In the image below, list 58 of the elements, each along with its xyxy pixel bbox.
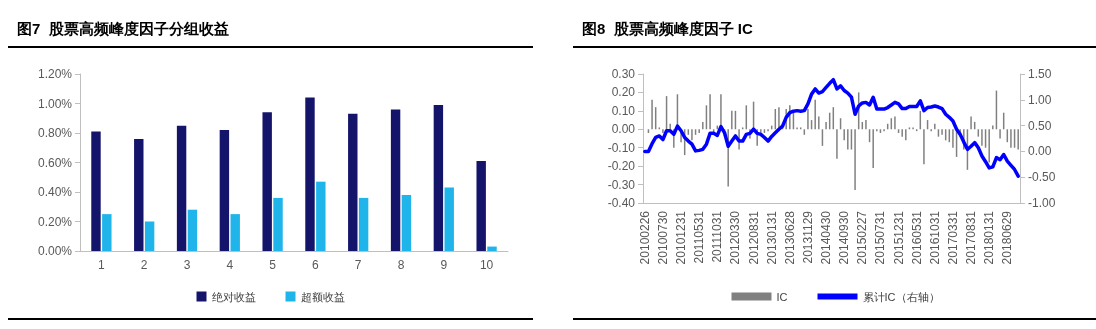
x-tick-label: 20120330 [728,210,743,265]
x-tick-label: 10 [479,258,494,272]
y-tick-label: 0.10 [611,103,636,118]
y-tick-label: 0.20 [611,85,636,100]
x-tick-label: 20151231 [891,210,906,265]
x-tick-label: 1 [98,258,106,272]
y-tick-label: 1.20% [37,67,73,81]
x-tick-label: 20120831 [746,210,761,265]
x-tick-label: 7 [354,258,362,272]
y2-tick-label: -1.00 [1028,196,1056,210]
y2-tick-label: 0.00 [1028,144,1052,159]
x-tick-label: 3 [183,258,191,272]
y-tick-label: -0.40 [607,196,636,210]
x-tick-label: 5 [269,258,277,272]
x-tick-label: 20131129 [800,210,815,264]
x-tick-label: 20140930 [837,210,852,265]
y2-tick-label: 1.00 [1028,92,1052,107]
y2-tick-label: -0.50 [1028,170,1056,185]
x-tick-label: 20100226 [637,210,652,265]
x-tick-label: 4 [226,258,234,272]
x-tick-label: 20110531 [692,210,707,264]
x-tick-label: 20101231 [674,210,689,265]
x-tick-label: 8 [397,258,405,272]
x-tick-label: 20150227 [855,210,870,265]
x-tick-label: 9 [440,258,448,272]
x-tick-label: 20170831 [964,210,979,265]
y-tick-label: 0.20% [37,214,73,229]
legend-label: 累计IC（右轴） [862,290,940,303]
x-tick-label: 20130628 [782,210,797,265]
y-tick-label: 0.40% [37,185,73,199]
x-tick-label: 20150731 [873,210,888,265]
legend-label: 绝对收益 [211,290,256,303]
x-tick-label: 2 [140,258,148,272]
y2-tick-label: 1.50 [1028,67,1052,81]
y-tick-label: 0.60% [37,155,73,170]
y-tick-label: 1.00% [37,96,73,111]
x-tick-label: 20160531 [909,210,924,265]
y-tick-label: 0.00% [37,244,73,258]
x-tick-label: 20140430 [819,210,834,265]
legend-label: IC [776,290,788,303]
y-tick-label: 0.00 [611,122,636,137]
x-tick-label: 20111031 [710,210,725,263]
x-tick-label: 20180131 [982,210,997,265]
chart-title: 图7 股票高频峰度因子分组收益 [17,20,229,37]
x-tick-label: 20161031 [927,210,942,265]
y-tick-label: 0.80% [37,126,73,140]
y-tick-label: -0.10 [607,140,636,155]
y-tick-label: 0.30 [611,67,636,81]
x-tick-label: 20100730 [655,210,670,265]
chart-title: 图8 股票高频峰度因子 IC [582,20,754,37]
y-tick-label: -0.20 [607,159,636,174]
y-tick-label: -0.30 [607,177,636,192]
x-tick-label: 20180629 [1000,210,1015,265]
x-tick-label: 20170331 [945,210,960,265]
x-tick-label: 6 [312,258,320,272]
x-tick-label: 20130131 [764,210,779,265]
legend-label: 超额收益 [300,290,345,303]
y2-tick-label: 0.50 [1028,118,1052,133]
